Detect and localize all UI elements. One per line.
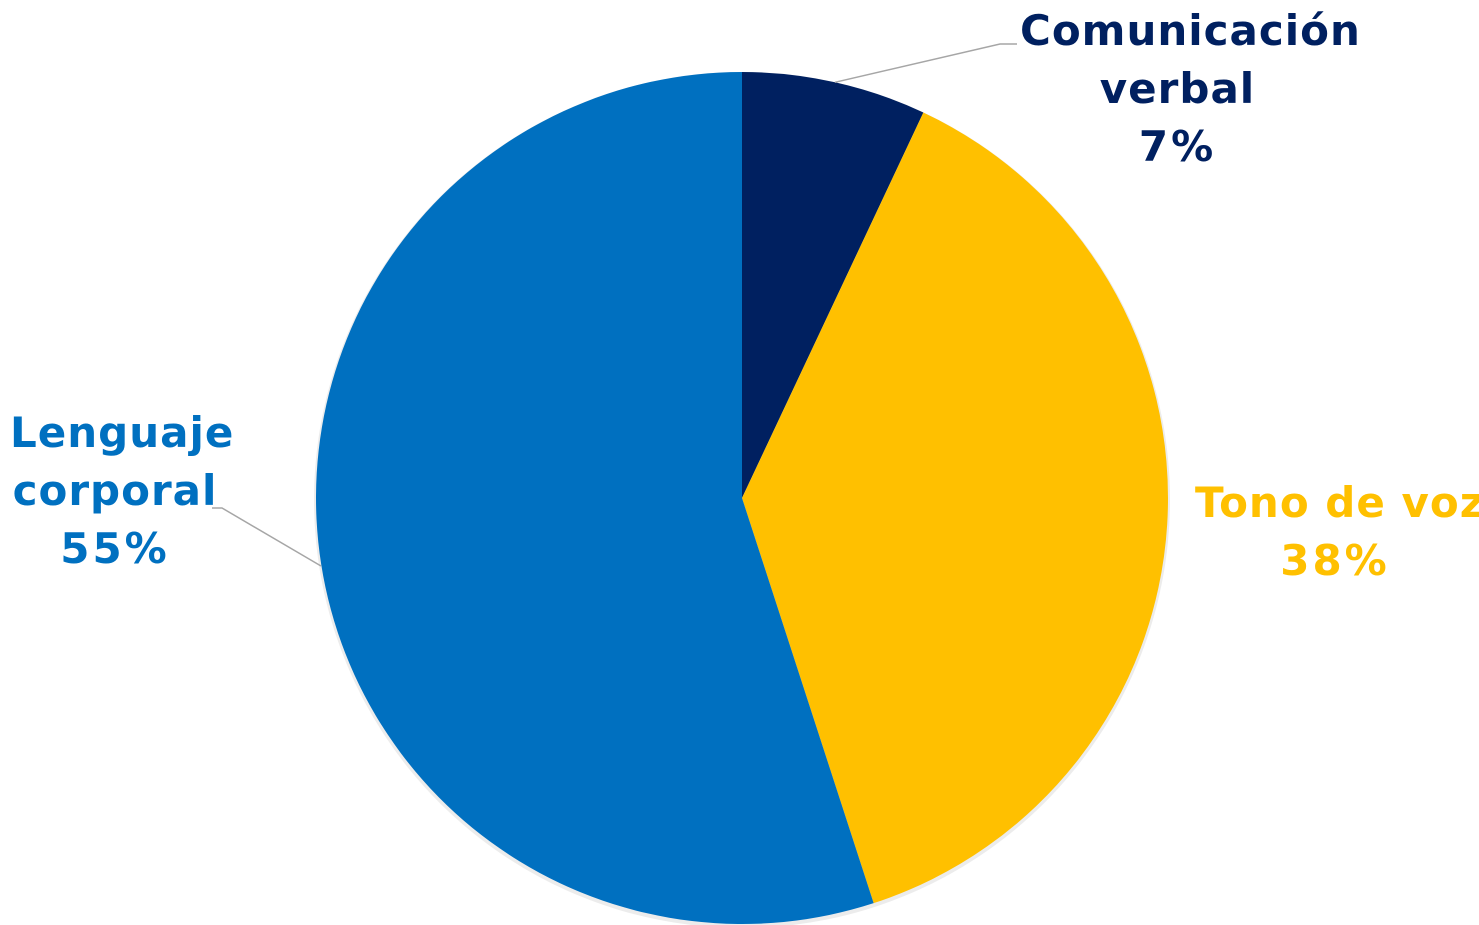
label-lenguaje-corporal-line1: Lenguaje [10,408,235,457]
slice-lenguaje-corporal [315,72,874,924]
label-lenguaje-corporal: Lenguaje corporal 55% [10,404,235,578]
label-lenguaje-corporal-percent: 55% [60,524,170,573]
label-comunicacion-verbal-percent: 7% [1138,122,1217,171]
label-tono-de-voz: Tono de voz 38% [1195,474,1479,590]
slice-tono-de-voz [742,112,1169,904]
label-lenguaje-corporal-line2: corporal [12,466,218,515]
leader-line-comunicacion-verbal [834,43,1017,84]
label-tono-de-voz-percent: 38% [1280,536,1390,585]
leader-line-lenguaje-corporal [212,507,322,567]
slice-comunicacion-verbal [742,72,924,498]
label-tono-de-voz-line1: Tono de voz [1195,478,1479,527]
label-comunicacion-verbal-line1: Comunicación [1020,6,1361,55]
label-comunicacion-verbal-line2: verbal [1099,64,1256,113]
label-comunicacion-verbal: Comunicación verbal 7% [1020,2,1361,176]
